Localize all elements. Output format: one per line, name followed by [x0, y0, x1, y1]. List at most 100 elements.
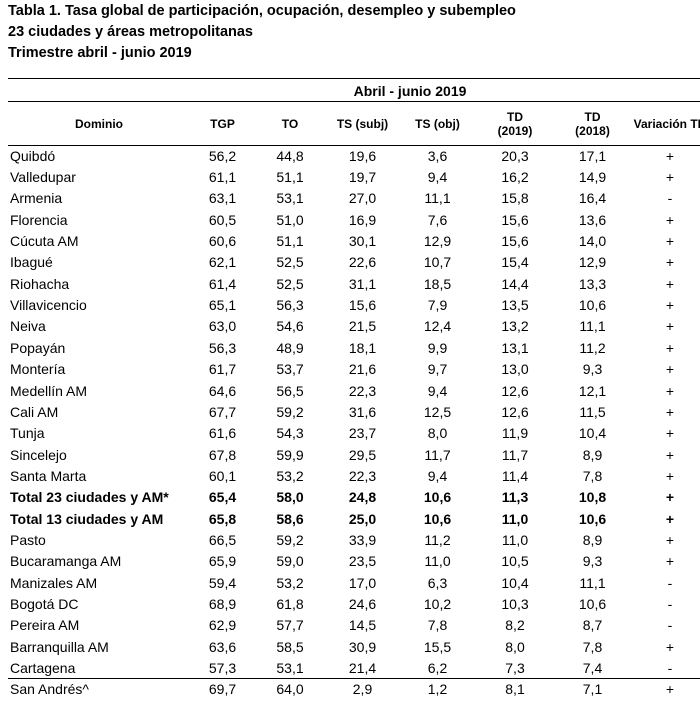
- table-cell: +: [665, 169, 675, 186]
- row-label: Medellín AM: [10, 382, 88, 399]
- rule: [8, 101, 700, 102]
- column-header: Dominio: [75, 116, 123, 131]
- column-header: TO: [281, 116, 299, 131]
- table-cell: 61,6: [208, 425, 237, 442]
- table-cell: +: [665, 318, 675, 335]
- table-cell: 7,9: [427, 297, 448, 314]
- table-cell: 7,1: [582, 681, 603, 698]
- table-cell: 19,6: [348, 147, 377, 164]
- table-cell: 12,5: [423, 403, 452, 420]
- table-cell: 58,5: [276, 638, 304, 655]
- table-cell: 65,8: [208, 510, 237, 527]
- table-cell: 57,3: [208, 660, 237, 677]
- table-cell: 15,5: [423, 638, 452, 655]
- table-cell: -: [667, 190, 673, 207]
- table-cell: 14,4: [501, 275, 529, 292]
- rule: [8, 678, 700, 679]
- row-label: Florencia: [10, 211, 68, 228]
- table-cell: +: [665, 446, 675, 463]
- table-cell: +: [665, 531, 675, 548]
- table-cell: 57,7: [276, 617, 304, 634]
- table-cell: 60,5: [208, 211, 237, 228]
- table-cell: 31,6: [348, 403, 377, 420]
- table-cell: 63,6: [208, 638, 237, 655]
- table-cell: 21,4: [348, 660, 377, 677]
- table-cell: 1,2: [427, 681, 448, 698]
- table-cell: 10,6: [578, 596, 607, 613]
- table-cell: 24,6: [348, 596, 377, 613]
- table-cell: 18,1: [348, 339, 377, 356]
- table-cell: +: [665, 681, 675, 698]
- table-cell: 63,1: [208, 190, 237, 207]
- table-cell: +: [665, 339, 675, 356]
- table-cell: 8,0: [505, 638, 525, 655]
- table-cell: 30,9: [348, 638, 377, 655]
- table-cell: 17,1: [578, 147, 607, 164]
- table-cell: 11,2: [579, 339, 606, 356]
- table-cell: -: [667, 574, 673, 591]
- table-cell: 13,6: [578, 211, 607, 228]
- table-cell: 11,1: [424, 190, 451, 207]
- table-cell: 7,4: [582, 660, 603, 677]
- table-cell: +: [665, 211, 675, 228]
- table-cell: 62,1: [208, 254, 237, 271]
- table-cell: 6,2: [427, 660, 448, 677]
- column-header: Variación TD: [633, 116, 700, 131]
- row-label: Pasto: [10, 531, 46, 548]
- table-cell: 11,4: [501, 467, 529, 484]
- table-cell: 10,3: [501, 596, 529, 613]
- table-cell: 69,7: [208, 681, 237, 698]
- table-cell: 8,1: [505, 681, 525, 698]
- table-cell: 56,5: [276, 382, 304, 399]
- row-label: Barranquilla AM: [10, 638, 109, 655]
- table-cell: 52,5: [276, 254, 304, 271]
- table-cell: 10,6: [423, 489, 452, 506]
- table-cell: 8,9: [582, 531, 603, 548]
- table-cell: 7,6: [427, 211, 448, 228]
- column-header: TGP: [210, 116, 235, 131]
- table-cell: 65,4: [208, 489, 237, 506]
- table-cell: 60,6: [208, 233, 237, 250]
- group-header: Abril - junio 2019: [353, 82, 467, 99]
- rule: [8, 145, 700, 146]
- table-cell: 56,3: [208, 339, 237, 356]
- row-label: Valledupar: [10, 169, 76, 186]
- table-cell: 9,7: [427, 361, 448, 378]
- table-cell: 9,9: [427, 339, 448, 356]
- table-cell: 10,5: [501, 553, 529, 570]
- table-cell: 12,1: [578, 382, 607, 399]
- table-cell: 9,4: [427, 382, 448, 399]
- table-cell: +: [665, 382, 675, 399]
- table-cell: 22,3: [348, 467, 377, 484]
- table-cell: 7,8: [427, 617, 448, 634]
- column-header: TD (2018): [575, 109, 610, 138]
- table-cell: 9,4: [427, 169, 448, 186]
- table-cell: 11,7: [501, 446, 529, 463]
- table-cell: 66,5: [208, 531, 237, 548]
- table-cell: -: [667, 596, 673, 613]
- table-cell: 15,6: [348, 297, 377, 314]
- table-cell: +: [665, 425, 675, 442]
- table-cell: 14,5: [348, 617, 377, 634]
- table-cell: 22,3: [348, 382, 377, 399]
- table-cell: 30,1: [348, 233, 377, 250]
- table-cell: 56,3: [276, 297, 304, 314]
- row-label: Cartagena: [10, 660, 76, 677]
- table-cell: 61,4: [208, 275, 237, 292]
- row-label: Popayán: [10, 339, 66, 356]
- table-cell: 11,0: [501, 531, 529, 548]
- table-cell: 56,2: [208, 147, 237, 164]
- table-cell: 61,8: [276, 596, 304, 613]
- table-cell: 10,4: [501, 574, 529, 591]
- table-cell: +: [665, 297, 675, 314]
- table-cell: 13,3: [578, 275, 607, 292]
- table-cell: 15,6: [501, 233, 529, 250]
- table-cell: 67,8: [208, 446, 237, 463]
- table-cell: 62,9: [208, 617, 237, 634]
- table-cell: 11,3: [501, 489, 529, 506]
- rule: [8, 78, 700, 79]
- table-cell: -: [667, 660, 673, 677]
- row-label: Pereira AM: [10, 617, 80, 634]
- row-label: Cúcuta AM: [10, 233, 79, 250]
- table-cell: +: [665, 275, 675, 292]
